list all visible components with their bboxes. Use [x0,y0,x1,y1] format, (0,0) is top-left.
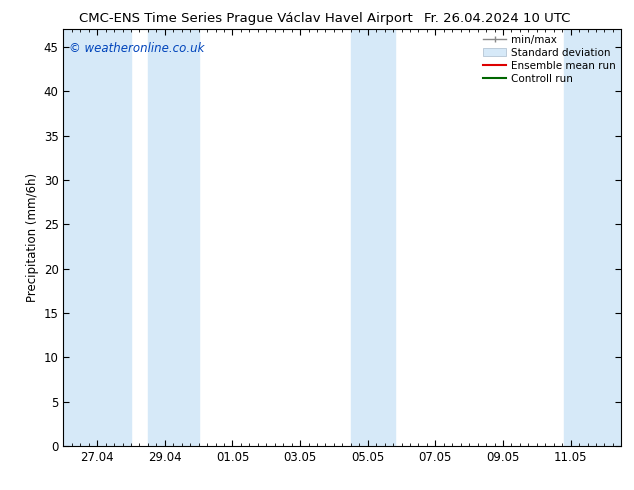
Text: © weatheronline.co.uk: © weatheronline.co.uk [69,42,204,55]
Bar [351,29,395,446]
Bar [63,29,131,446]
Y-axis label: Precipitation (mm/6h): Precipitation (mm/6h) [27,173,39,302]
Text: Fr. 26.04.2024 10 UTC: Fr. 26.04.2024 10 UTC [424,12,571,25]
Legend: min/max, Standard deviation, Ensemble mean run, Controll run: min/max, Standard deviation, Ensemble me… [483,35,616,84]
Bar [148,29,198,446]
Text: CMC-ENS Time Series Prague Václav Havel Airport: CMC-ENS Time Series Prague Václav Havel … [79,12,413,25]
Bar [564,29,621,446]
